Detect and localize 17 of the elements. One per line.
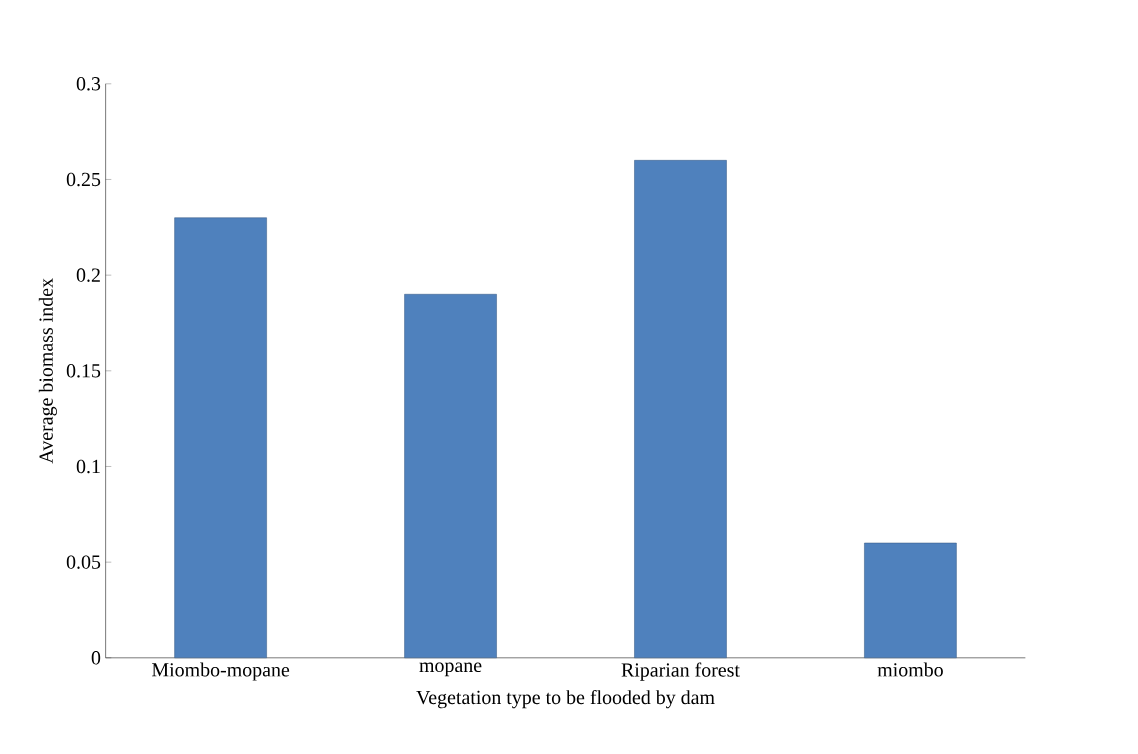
x-tick-label: Miombo-mopane [151,662,290,681]
y-tick-label: 0.25 [66,172,101,187]
y-tick-label: 0 [91,651,101,665]
bar [864,542,957,659]
bar [174,217,267,659]
x-tick-label: mopane [419,662,482,677]
x-axis-title: Vegetation type to be flooded by dam [416,689,715,709]
bar [634,160,727,659]
y-axis-title: Average biomass index [38,278,57,464]
y-tick-label: 0.2 [76,268,100,282]
bar [404,294,497,659]
x-tick-label: Riparian forest [621,662,740,681]
y-tick-label: 0.1 [76,459,100,474]
y-tick-label: 0.15 [66,364,101,378]
x-tick-label: miombo [877,662,943,677]
y-tick-label: 0.3 [76,77,101,91]
y-tick-label: 0.05 [66,555,101,569]
